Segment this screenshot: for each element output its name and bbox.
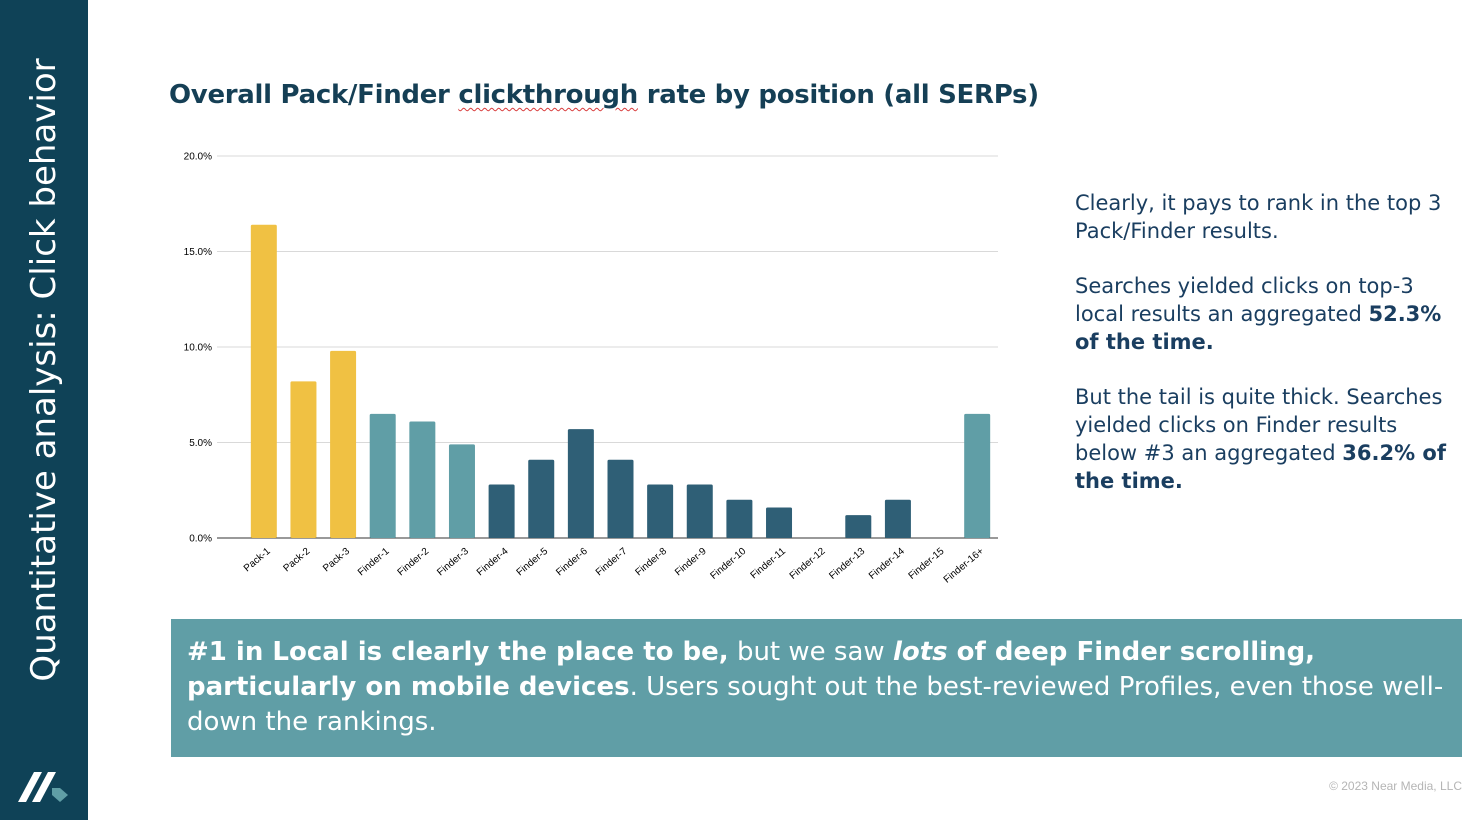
x-tick-label: Finder-10: [708, 546, 748, 582]
bar: [567, 429, 594, 538]
x-tick-label: Finder-2: [396, 546, 432, 579]
y-tick-label: 0.0%: [189, 534, 212, 545]
slide-title: Overall Pack/Finder clickthrough rate by…: [169, 80, 1039, 110]
x-tick-label: Finder-3: [435, 546, 471, 579]
bar: [884, 499, 911, 538]
bar: [845, 515, 872, 538]
x-tick-label: Pack-3: [321, 546, 352, 575]
bar: [686, 484, 713, 538]
bar: [726, 499, 753, 538]
x-tick-label: Finder-4: [475, 546, 511, 579]
x-tick-label: Finder-14: [867, 546, 907, 582]
brand-logo-icon: [18, 772, 68, 802]
bar: [964, 413, 991, 538]
x-tick-label: Finder-7: [594, 546, 630, 579]
summary-banner: #1 in Local is clearly the place to be, …: [171, 619, 1462, 757]
bar: [409, 421, 436, 538]
bar: [766, 507, 793, 538]
copyright: © 2023 Near Media, LLC: [1329, 779, 1462, 793]
bar: [369, 413, 396, 538]
x-tick-label: Finder-15: [907, 546, 947, 582]
x-tick-label: Finder-1: [356, 546, 392, 579]
x-tick-label: Finder-6: [554, 546, 590, 579]
sidebar-title: Quantitative analysis: Click behavior: [24, 58, 64, 682]
banner-emphasis: lots: [892, 637, 948, 667]
y-tick-label: 20.0%: [184, 152, 212, 163]
banner-text: but we saw: [728, 637, 893, 667]
slide-title-part: rate by position (all SERPs): [637, 80, 1039, 110]
x-tick-label: Finder-12: [788, 546, 828, 582]
x-tick-label: Finder-16+: [942, 546, 986, 586]
note-paragraph: Searches yielded clicks on top-3 local r…: [1075, 272, 1450, 356]
y-tick-label: 5.0%: [189, 438, 212, 449]
x-tick-label: Finder-8: [633, 546, 669, 579]
banner-text: . Users sought out the best-reviewed Pro…: [187, 672, 1444, 737]
note-text: Searches yielded clicks on top-3 local r…: [1075, 274, 1414, 326]
side-notes: Clearly, it pays to rank in the top 3 Pa…: [1075, 189, 1450, 522]
bar: [647, 484, 674, 538]
y-tick-label: 10.0%: [184, 343, 212, 354]
bar: [330, 350, 357, 538]
bar: [448, 444, 475, 538]
bar: [528, 459, 555, 538]
bar: [488, 484, 515, 538]
x-tick-label: Finder-9: [673, 546, 709, 579]
note-highlight: 52.3% of the time.: [1075, 302, 1442, 354]
bar: [607, 459, 634, 538]
note-highlight: 36.2% of the time.: [1075, 441, 1446, 493]
x-tick-label: Finder-13: [827, 546, 867, 582]
ctr-bar-chart: 0.0% 5.0% 10.0% 15.0% 20.0% Pack-1 Pack-2 Pack-…: [184, 152, 998, 586]
banner-bold: of deep Finder scrolling, particularly o…: [187, 637, 1316, 702]
note-paragraph: Clearly, it pays to rank in the top 3 Pa…: [1075, 191, 1442, 243]
sidebar: Quantitative analysis: Click behavior: [0, 0, 88, 820]
y-tick-label: 15.0%: [184, 247, 212, 258]
x-tick-label: Finder-11: [749, 546, 789, 582]
x-tick-label: Pack-1: [242, 546, 273, 575]
x-tick-label: Pack-2: [281, 546, 312, 575]
x-tick-label: Finder-5: [515, 546, 551, 579]
note-text: But the tail is quite thick. Searches yi…: [1075, 385, 1443, 465]
bar: [250, 224, 277, 538]
note-paragraph: But the tail is quite thick. Searches yi…: [1075, 383, 1450, 495]
slide-title-part: Overall Pack/Finder: [169, 80, 459, 110]
bar: [290, 381, 317, 538]
banner-bold: #1 in Local is clearly the place to be,: [187, 637, 729, 667]
slide-title-flagged-word: clickthrough: [458, 80, 638, 110]
